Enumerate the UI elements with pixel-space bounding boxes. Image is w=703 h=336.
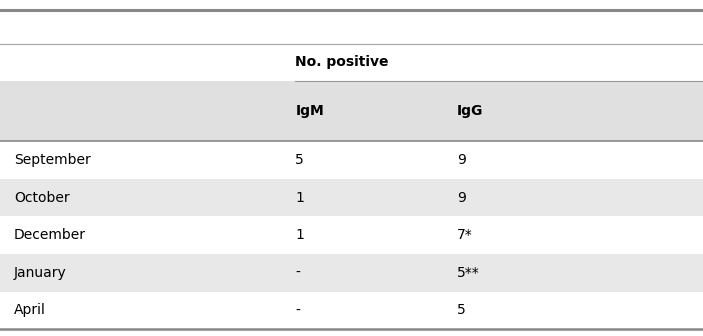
Text: IgM: IgM (295, 104, 324, 118)
Text: 5**: 5** (457, 266, 479, 280)
Text: October: October (14, 191, 70, 205)
Text: 1: 1 (295, 228, 304, 242)
Text: No. positive: No. positive (295, 55, 389, 69)
Text: IgG: IgG (457, 104, 484, 118)
Text: -: - (295, 303, 300, 318)
Text: 9: 9 (457, 153, 466, 167)
Text: -: - (295, 266, 300, 280)
Text: April: April (14, 303, 46, 318)
Text: 5: 5 (295, 153, 304, 167)
Text: January: January (14, 266, 67, 280)
Text: December: December (14, 228, 86, 242)
Text: 5: 5 (457, 303, 465, 318)
Text: 9: 9 (457, 191, 466, 205)
FancyBboxPatch shape (0, 81, 703, 141)
Text: 7*: 7* (457, 228, 472, 242)
Text: 1: 1 (295, 191, 304, 205)
FancyBboxPatch shape (0, 254, 703, 292)
FancyBboxPatch shape (0, 179, 703, 216)
Text: September: September (14, 153, 91, 167)
